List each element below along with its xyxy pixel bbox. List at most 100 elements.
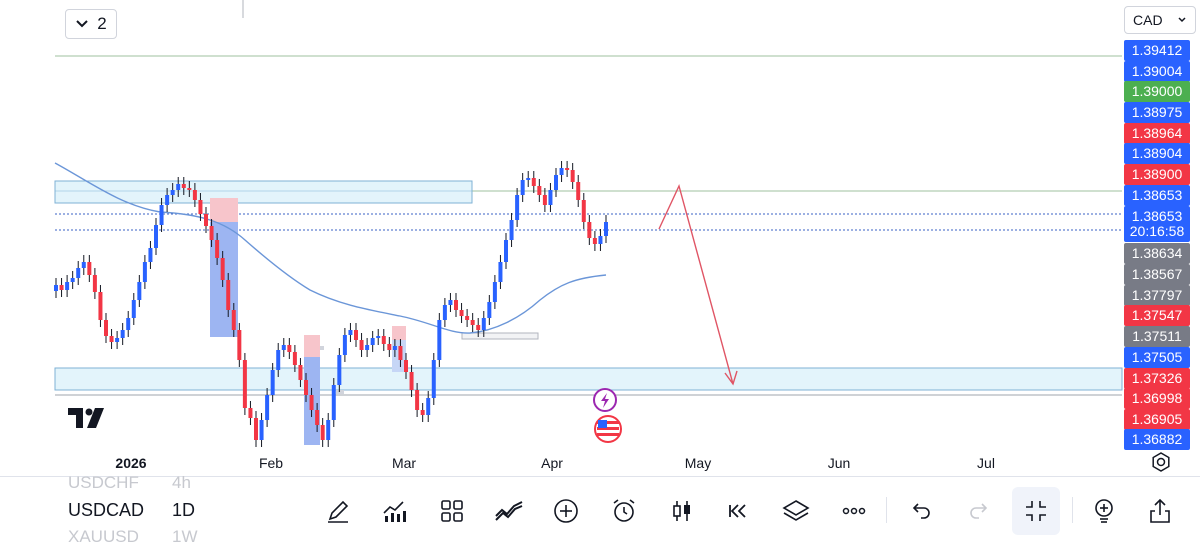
- price-label: 1.37547: [1124, 305, 1190, 326]
- candle: [98, 292, 103, 320]
- price-label: 1.38964: [1124, 123, 1190, 144]
- settings-gear-icon[interactable]: [1150, 451, 1172, 473]
- candle: [504, 240, 508, 262]
- candle: [370, 338, 375, 345]
- more-icon[interactable]: [838, 495, 870, 527]
- candle: [242, 360, 247, 408]
- candle: [348, 330, 353, 335]
- candle: [604, 222, 608, 236]
- candle: [192, 190, 197, 200]
- candle: [265, 395, 270, 420]
- layers-icon[interactable]: [780, 495, 812, 527]
- time-label: Jul: [977, 455, 995, 471]
- candle: [209, 226, 214, 240]
- candle: [204, 214, 208, 226]
- candle: [181, 184, 186, 188]
- candle: [176, 184, 181, 190]
- candle: [115, 338, 120, 342]
- candle: [442, 305, 447, 320]
- candle: [542, 195, 547, 205]
- candle: [481, 318, 486, 330]
- candle: [137, 282, 142, 300]
- candle: [298, 365, 303, 380]
- price-label: 1.38900: [1124, 164, 1190, 185]
- bolt-icon: [593, 388, 617, 412]
- lightbulb-icon[interactable]: [1088, 495, 1120, 527]
- candle: [470, 320, 475, 325]
- candle: [309, 395, 314, 410]
- candle: [198, 200, 203, 214]
- candle: [165, 195, 170, 205]
- currency-selector[interactable]: CAD: [1124, 6, 1196, 34]
- price-label: 1.37326: [1124, 368, 1190, 389]
- price-label: 1.38567: [1124, 264, 1190, 285]
- symbol-name[interactable]: USDCAD: [68, 500, 145, 520]
- time-label: Mar: [391, 455, 417, 471]
- candle: [520, 180, 525, 195]
- candle: [304, 380, 308, 395]
- candle: [70, 278, 75, 282]
- time-label: Apr: [541, 455, 563, 471]
- layout-selector-button[interactable]: 2: [65, 9, 117, 39]
- candle: [215, 240, 220, 258]
- support-zone: [54, 367, 1123, 391]
- candle: [565, 168, 570, 170]
- candle: [531, 178, 536, 186]
- candle: [392, 346, 397, 350]
- candle: [404, 360, 408, 372]
- candle: [426, 398, 431, 415]
- price-label: 1.38634: [1124, 243, 1190, 264]
- alarm-icon[interactable]: [608, 495, 640, 527]
- price-label: 20:16:58: [1124, 221, 1190, 242]
- candle: [154, 225, 158, 248]
- chevron-down-icon: [1178, 17, 1186, 23]
- share-icon[interactable]: [1144, 495, 1176, 527]
- candle: [248, 408, 253, 418]
- timeframe-ghost-bottom: 1W: [172, 527, 198, 546]
- price-label: 1.37505: [1124, 347, 1190, 368]
- candle: [420, 410, 425, 415]
- candle: [515, 195, 520, 220]
- collapse-icon[interactable]: [1012, 487, 1060, 535]
- price-label: 1.39000: [1124, 81, 1190, 102]
- candle: [331, 385, 336, 420]
- bottom-toolbar: USDCHF 4h USDCAD 1D XAUUSD 1W: [0, 473, 1200, 546]
- candle: [281, 345, 286, 350]
- chevron-down-icon: [76, 20, 88, 28]
- candle: [170, 190, 175, 195]
- projection-arrow: [658, 183, 734, 385]
- price-label: 1.37797: [1124, 285, 1190, 306]
- undo-icon[interactable]: [905, 495, 937, 527]
- candle: [448, 300, 453, 305]
- candle: [465, 316, 470, 320]
- time-label: May: [684, 455, 712, 471]
- candle: [342, 335, 347, 355]
- candle: [437, 320, 442, 360]
- pencil-icon[interactable]: [322, 495, 354, 527]
- candle: [454, 300, 458, 310]
- grid-icon[interactable]: [436, 495, 468, 527]
- candles-icon[interactable]: [666, 495, 698, 527]
- timeframe[interactable]: 1D: [172, 500, 196, 520]
- price-label: 1.38904: [1124, 143, 1190, 164]
- replay-icon[interactable]: [723, 495, 755, 527]
- candle: [187, 188, 192, 190]
- candle: [592, 238, 597, 244]
- indicators-icon[interactable]: [378, 495, 410, 527]
- time-label: Feb: [258, 455, 284, 471]
- candle: [159, 205, 164, 225]
- candle: [354, 330, 358, 340]
- candle: [126, 318, 131, 330]
- candle: [381, 336, 386, 344]
- candle: [76, 268, 81, 278]
- price-label: 1.36998: [1124, 388, 1190, 409]
- timeframe-ghost-top: 4h: [172, 473, 191, 492]
- candle: [337, 355, 342, 385]
- plus-circle-icon[interactable]: [550, 495, 582, 527]
- compare-icon[interactable]: [493, 495, 525, 527]
- time-label: Jun: [827, 455, 851, 471]
- toolbar-separator: [1072, 497, 1073, 523]
- candle: [365, 345, 370, 350]
- candle: [576, 182, 581, 200]
